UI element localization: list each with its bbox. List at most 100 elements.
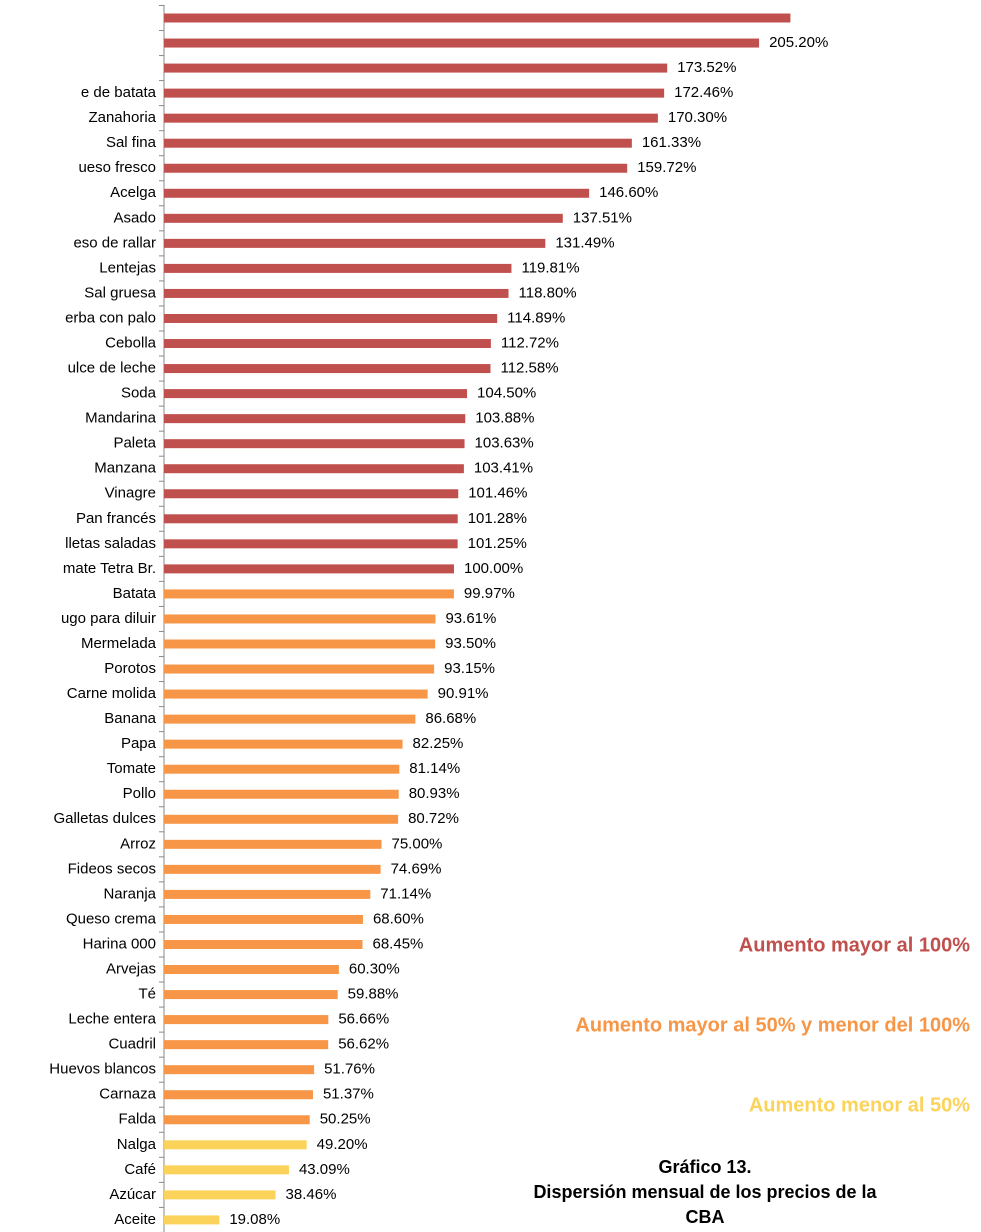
- bar: [164, 389, 468, 399]
- chart-title: Gráfico 13.: [658, 1157, 751, 1177]
- chart-title: CBA: [686, 1207, 725, 1227]
- bar: [164, 814, 399, 824]
- category-label: Sal fina: [106, 134, 157, 151]
- bar: [164, 739, 403, 749]
- bar: [164, 839, 382, 849]
- bar: [164, 664, 435, 674]
- bar: [164, 990, 338, 1000]
- category-label: lletas saladas: [65, 535, 156, 552]
- value-label: 104.50%: [477, 385, 536, 402]
- bar: [164, 439, 465, 449]
- value-label: 56.62%: [338, 1036, 389, 1053]
- bar: [164, 1115, 310, 1125]
- category-label: Vinagre: [105, 485, 156, 502]
- category-label: Sal gruesa: [84, 284, 156, 301]
- category-label: Lentejas: [99, 259, 156, 276]
- value-label: 170.30%: [668, 109, 727, 126]
- bar: [164, 113, 658, 123]
- category-label: Aceite: [114, 1211, 156, 1228]
- value-label: 74.69%: [391, 860, 442, 877]
- value-label: 68.45%: [373, 935, 424, 952]
- value-label: 59.88%: [348, 986, 399, 1003]
- bar: [164, 88, 665, 98]
- category-label: Batata: [113, 585, 157, 602]
- category-label: Cuadril: [108, 1036, 156, 1053]
- bar: [164, 1090, 313, 1100]
- category-label: Soda: [121, 385, 157, 402]
- value-label: 43.09%: [299, 1161, 350, 1178]
- bar: [164, 138, 632, 148]
- bar: [164, 1065, 315, 1075]
- category-label: Naranja: [103, 885, 156, 902]
- category-label: Zanahoria: [88, 109, 156, 126]
- bar: [164, 313, 498, 323]
- value-label: 114.89%: [507, 309, 565, 326]
- value-label: 60.30%: [349, 960, 400, 977]
- category-label: Queso crema: [66, 910, 157, 927]
- legend-entry: Aumento menor al 50%: [749, 1094, 970, 1116]
- bar: [164, 614, 436, 624]
- bar: [164, 1140, 307, 1150]
- category-label: Arroz: [120, 835, 156, 852]
- value-label: 75.00%: [392, 835, 443, 852]
- value-label: 81.14%: [409, 760, 460, 777]
- category-label: e de batata: [81, 84, 157, 101]
- category-label: Carne molida: [67, 685, 157, 702]
- category-label: Banana: [104, 710, 156, 727]
- bar: [164, 1190, 276, 1200]
- value-label: 82.25%: [413, 735, 464, 752]
- category-label: mate Tetra Br.: [63, 560, 156, 577]
- bar: [164, 1040, 329, 1050]
- category-label: Tomate: [107, 760, 156, 777]
- category-label: Cebolla: [105, 334, 157, 351]
- bar: [164, 339, 491, 349]
- category-label: Harina 000: [83, 935, 156, 952]
- category-label: Galletas dulces: [53, 810, 156, 827]
- bar: [164, 163, 628, 173]
- value-label: 19.08%: [229, 1211, 280, 1228]
- bar: [164, 238, 546, 248]
- bar: [164, 789, 399, 799]
- value-label: 146.60%: [599, 184, 658, 201]
- category-label: Fideos secos: [68, 860, 156, 877]
- value-label: 80.93%: [409, 785, 460, 802]
- bar: [164, 539, 458, 549]
- category-label: Pollo: [123, 785, 156, 802]
- category-label: ueso fresco: [78, 159, 156, 176]
- value-label: 80.72%: [408, 810, 459, 827]
- bar: [164, 213, 563, 223]
- bar: [164, 914, 363, 924]
- bar: [164, 889, 371, 899]
- category-label: Manzana: [94, 460, 156, 477]
- bar: [164, 639, 436, 649]
- category-label: Té: [138, 986, 156, 1003]
- value-label: 112.72%: [501, 334, 559, 351]
- value-label: 90.91%: [438, 685, 489, 702]
- value-label: 173.52%: [677, 59, 736, 76]
- value-label: 56.66%: [338, 1011, 389, 1028]
- value-label: 68.60%: [373, 910, 424, 927]
- category-label: Acelga: [110, 184, 157, 201]
- bar: [164, 939, 363, 949]
- value-label: 51.76%: [324, 1061, 375, 1078]
- category-label: ugo para diluir: [61, 610, 156, 627]
- value-label: 71.14%: [380, 885, 431, 902]
- bar: [164, 564, 454, 574]
- value-label: 38.46%: [286, 1186, 337, 1203]
- legend-entry: Aumento mayor al 100%: [739, 934, 970, 956]
- bar: [164, 13, 791, 23]
- bar: [164, 764, 400, 774]
- category-label: Café: [124, 1161, 156, 1178]
- value-label: 49.20%: [317, 1136, 368, 1153]
- category-label: eso de rallar: [73, 234, 156, 251]
- value-label: 101.46%: [468, 485, 527, 502]
- category-label: Pan francés: [76, 510, 156, 527]
- bar: [164, 1015, 329, 1025]
- value-label: 172.46%: [674, 84, 733, 101]
- value-label: 51.37%: [323, 1086, 374, 1103]
- bar: [164, 714, 416, 724]
- category-label: erba con palo: [65, 309, 156, 326]
- bar: [164, 364, 491, 374]
- value-label: 50.25%: [320, 1111, 371, 1128]
